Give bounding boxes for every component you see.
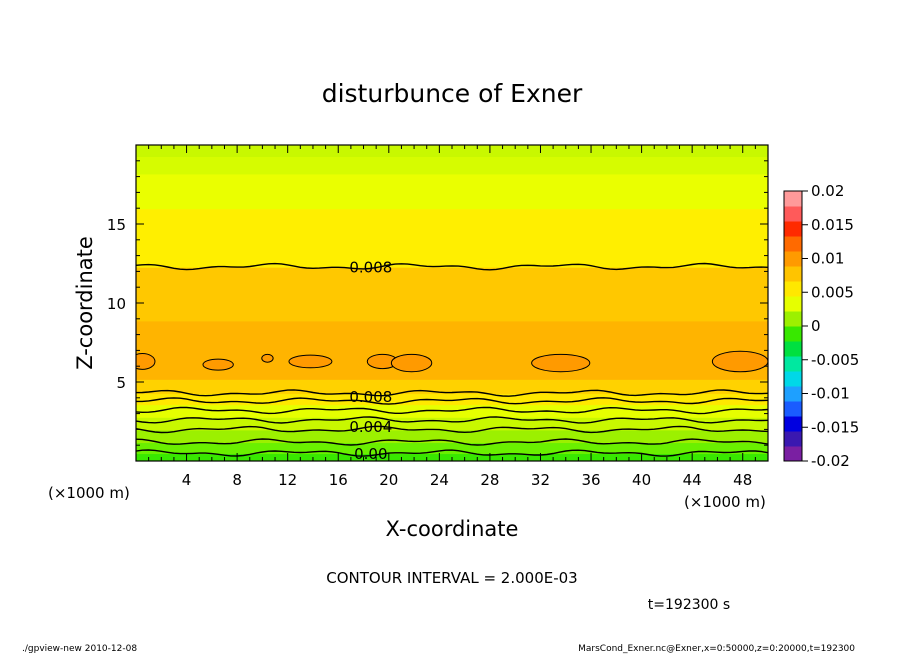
contour-lines	[136, 262, 768, 457]
contour-line	[136, 438, 768, 446]
colorbar-tick-label: -0.005	[811, 351, 859, 369]
x-axis: 4 8 12 16 20 24 28 32 36 40 44 48	[135, 145, 769, 489]
y-tick-label: 15	[107, 216, 126, 234]
x-unit-left: (×1000 m)	[48, 484, 130, 502]
contour-band	[136, 265, 768, 322]
contour-line	[136, 262, 768, 271]
y-tick-label: 10	[107, 295, 126, 313]
contour-band	[136, 319, 768, 380]
contour-band	[136, 377, 768, 395]
colorbar-tick-label: -0.015	[811, 418, 859, 436]
y-tick-label: 5	[116, 374, 126, 392]
contour-line	[136, 389, 768, 397]
colorbar-tick-label: 0.01	[811, 250, 844, 268]
colorbar-swatch	[784, 266, 802, 282]
colorbar-swatch	[784, 326, 802, 342]
colorbar-swatch	[784, 386, 802, 402]
colorbar-swatch	[784, 341, 802, 357]
contour-line	[136, 416, 768, 424]
contour-line	[136, 397, 768, 405]
colorbar-swatch	[784, 431, 802, 447]
chart-title: disturbunce of Exner	[322, 79, 583, 108]
contour-labels: 0.008 0.008 0.004 0.00	[349, 259, 392, 463]
colorbar-swatch	[784, 356, 802, 372]
contour-band	[136, 441, 768, 455]
contour-label: 0.00	[354, 445, 387, 463]
x-axis-label: X-coordinate	[386, 517, 519, 541]
colorbar-tick-label: 0.005	[811, 283, 854, 301]
x-tick-label: 32	[531, 471, 550, 489]
colorbar-swatch	[784, 311, 802, 327]
colorbar-swatch	[784, 251, 802, 267]
contour-band	[136, 207, 768, 268]
plot-area	[136, 145, 768, 461]
colorbar-swatch	[784, 206, 802, 222]
colorbar-swatch	[784, 401, 802, 417]
contour-label: 0.004	[349, 418, 392, 436]
contour-line	[136, 425, 768, 434]
colorbar-swatch	[784, 416, 802, 432]
contour-line	[136, 449, 768, 457]
colorbar-swatch	[784, 191, 802, 207]
contour-band	[136, 452, 768, 461]
time-stamp: t=192300 s	[648, 597, 730, 613]
contour-cell	[261, 353, 274, 363]
x-tick-label: 44	[683, 471, 702, 489]
contour-band	[136, 392, 768, 406]
contour-cell	[136, 353, 156, 370]
colorbar-tick-label: 0.02	[811, 182, 844, 200]
x-unit-right: (×1000 m)	[684, 493, 766, 511]
x-tick-label: 40	[632, 471, 651, 489]
colorbar-tick-label: 0.015	[811, 216, 854, 234]
contour-band	[136, 155, 768, 175]
contour-cell	[390, 353, 433, 373]
contour-line	[136, 406, 768, 415]
y-axis: 5 10 15	[107, 144, 768, 462]
y-axis-label: Z-coordinate	[73, 236, 97, 370]
footer-right: MarsCond_Exner.nc@Exner,x=0:50000,z=0:20…	[578, 644, 855, 654]
colorbar-swatch	[784, 446, 802, 462]
x-tick-label: 28	[480, 471, 499, 489]
x-tick-label: 12	[278, 471, 297, 489]
x-tick-label: 8	[232, 471, 242, 489]
colorbar	[783, 190, 803, 462]
x-tick-label: 4	[182, 471, 192, 489]
colorbar-tick-label: 0	[811, 317, 821, 335]
footer-left: ./gpview-new 2010-12-08	[22, 644, 137, 654]
colorbar-ticks: 0.02 0.015 0.01 0.005 0 -0.005 -0.01 -0.015 -0.0…	[802, 182, 859, 470]
x-tick-label: 24	[430, 471, 449, 489]
x-tick-label: 36	[581, 471, 600, 489]
colorbar-swatch	[784, 236, 802, 252]
contour-interval: CONTOUR INTERVAL = 2.000E-03	[326, 569, 577, 587]
contour-cell	[202, 358, 234, 371]
x-tick-label: 20	[379, 471, 398, 489]
contour-label: 0.008	[349, 388, 392, 406]
colorbar-tick-label: -0.01	[811, 385, 850, 403]
colorbar-swatch	[784, 296, 802, 312]
colorbar-swatch	[784, 371, 802, 387]
contour-band	[136, 172, 768, 210]
colorbar-tick-label: -0.02	[811, 452, 850, 470]
contour-cell	[711, 350, 768, 373]
x-tick-label: 48	[733, 471, 752, 489]
contour-label: 0.008	[349, 259, 392, 277]
x-tick-label: 16	[329, 471, 348, 489]
colorbar-swatch	[784, 221, 802, 237]
contour-band	[136, 145, 768, 158]
colorbar-swatch	[784, 281, 802, 297]
contour-cell	[288, 354, 333, 369]
contour-cell	[531, 353, 591, 373]
